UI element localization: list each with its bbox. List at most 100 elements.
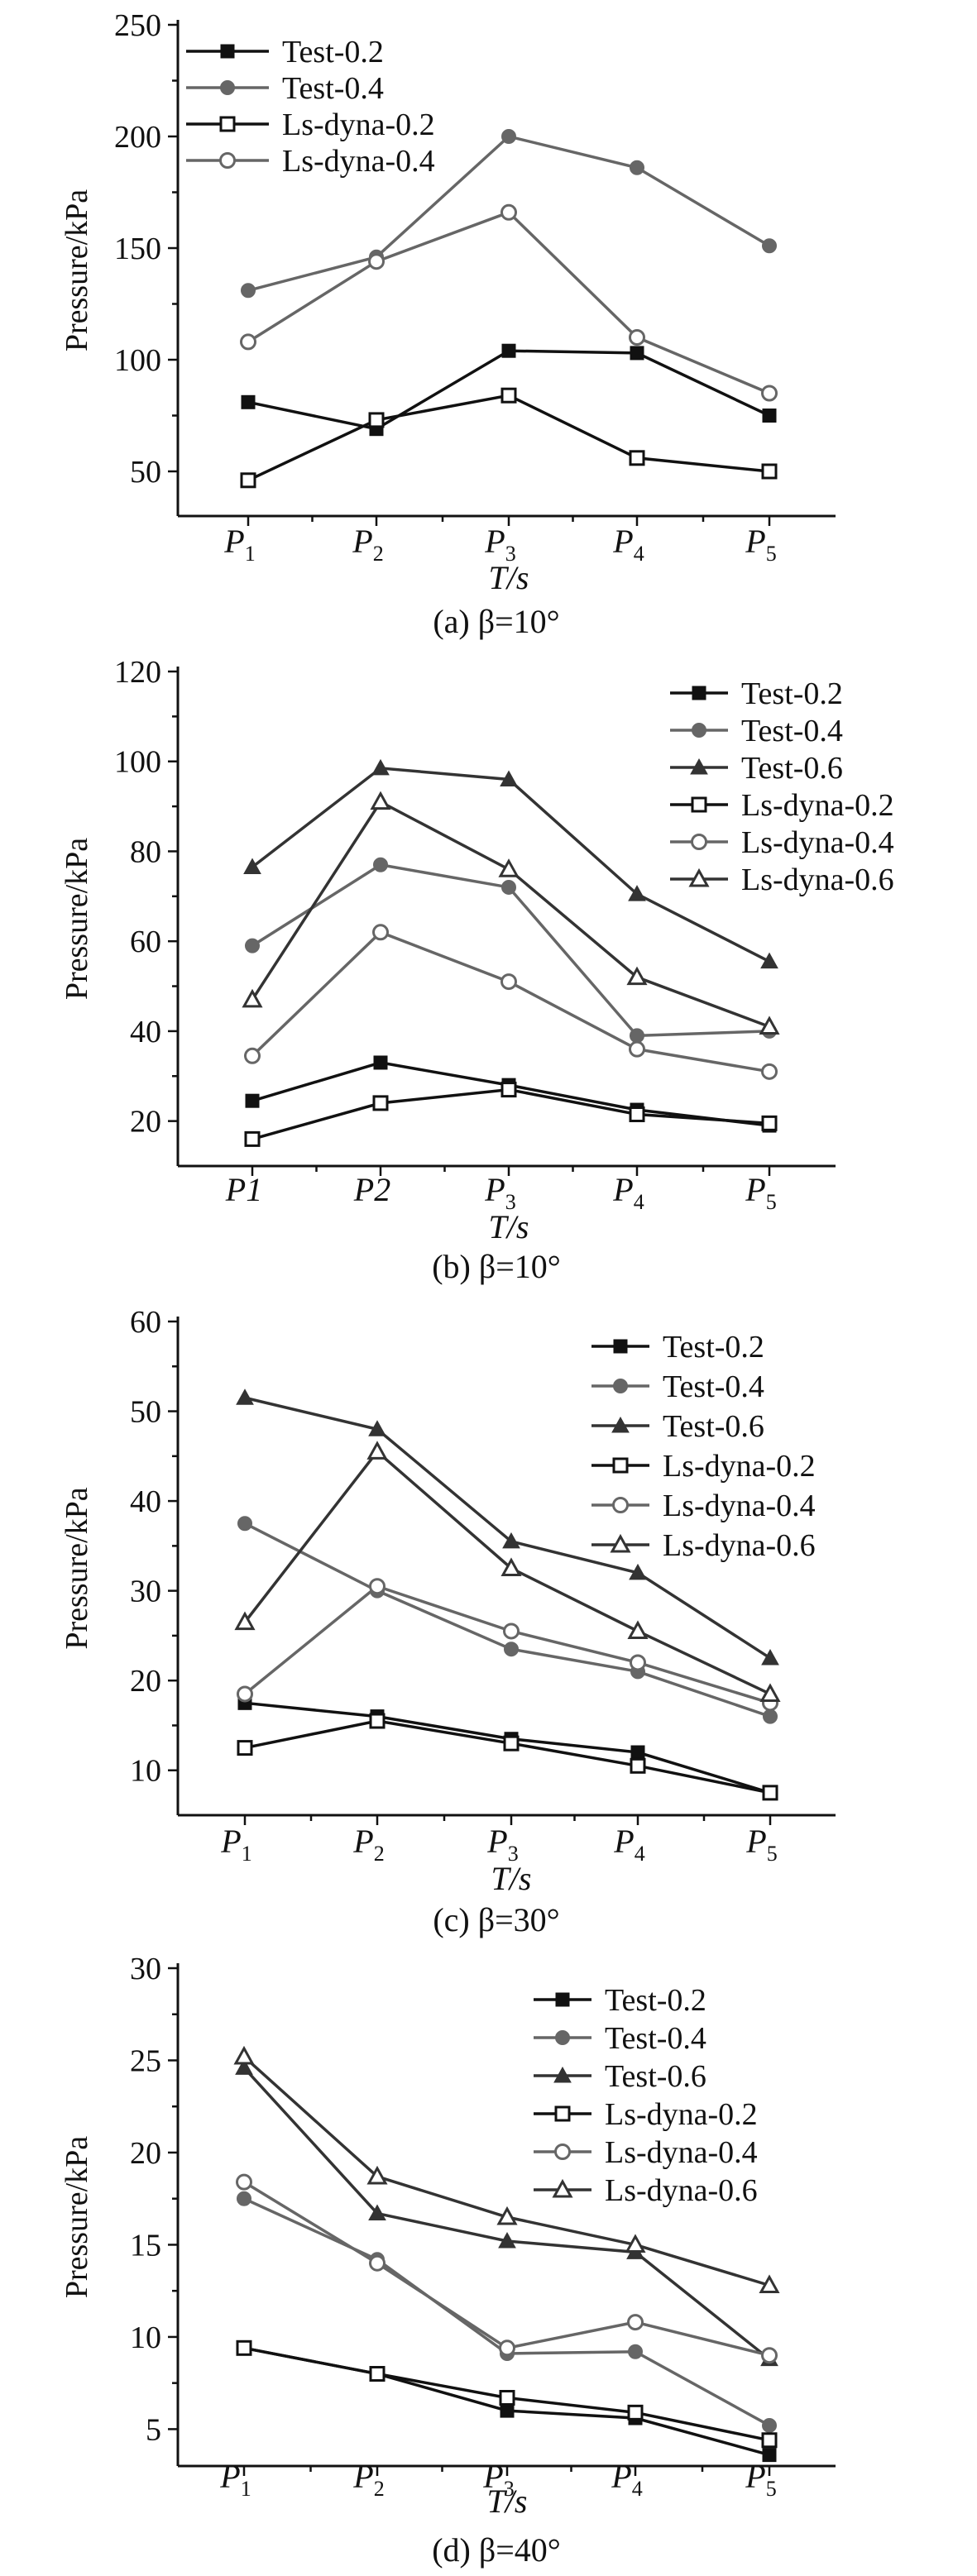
data-point: [630, 1654, 646, 1671]
data-point: [499, 2390, 515, 2406]
data-point: [629, 1563, 647, 1580]
x-tick-base: P: [223, 523, 244, 560]
x-tick-base: P: [484, 1171, 505, 1208]
x-tick-sub: 5: [767, 1842, 778, 1866]
legend-marker: [692, 723, 706, 738]
data-point: [366, 1441, 388, 1460]
legend-marker: [691, 834, 707, 850]
y-tick-label: 250: [114, 8, 161, 43]
data-point: [242, 988, 263, 1008]
x-tick-label: P2: [352, 2458, 384, 2501]
data-point: [500, 770, 518, 786]
legend-marker: [554, 2105, 571, 2122]
data-point: [761, 1649, 779, 1666]
data-point: [500, 973, 517, 991]
x-tick-base: P: [612, 1171, 633, 1208]
x-tick-base: P: [484, 523, 505, 560]
data-point: [626, 966, 648, 986]
legend-label: Test-0.6: [663, 1409, 764, 1444]
x-tick-sub: 5: [766, 2477, 777, 2501]
legend-label: Ls-dyna-0.6: [663, 1528, 816, 1563]
legend-marker: [612, 1497, 629, 1513]
legend-label: Ls-dyna-0.4: [663, 1489, 816, 1523]
data-point: [366, 2165, 388, 2185]
data-point: [760, 952, 778, 969]
y-tick-label: 40: [130, 1484, 161, 1519]
x-tick-sub: 2: [374, 1842, 385, 1866]
legend-label: Test-0.4: [605, 2021, 706, 2056]
data-point: [372, 1095, 389, 1111]
legend-marker: [554, 2143, 571, 2160]
data-point: [373, 1055, 388, 1070]
x-tick-base: P: [612, 523, 633, 560]
legend-marker: [611, 1416, 630, 1433]
data-point: [627, 2404, 644, 2421]
legend-label: Ls-dyna-0.2: [741, 788, 894, 823]
data-point: [369, 1578, 386, 1595]
y-tick-label: 50: [130, 455, 161, 490]
y-tick-label: 5: [146, 2412, 161, 2447]
x-tick-sub: 3: [504, 2477, 515, 2501]
x-tick-base: P2: [353, 1171, 390, 1208]
legend-label: Test-0.2: [741, 676, 843, 711]
y-axis-title: Pressure/kPa: [60, 1487, 94, 1649]
x-tick-base: P: [745, 2458, 765, 2495]
x-tick-label: P1: [219, 2458, 251, 2501]
y-tick-label: 10: [130, 2320, 161, 2355]
x-tick-sub: 4: [634, 542, 644, 566]
data-point: [629, 329, 645, 346]
y-tick-label: 30: [130, 1575, 161, 1609]
data-point: [501, 343, 516, 358]
legend-label: Ls-dyna-0.4: [605, 2135, 758, 2170]
legend-label: Test-0.4: [282, 71, 384, 106]
y-tick-label: 20: [130, 1664, 161, 1699]
x-tick-label: P3: [484, 523, 515, 566]
data-point: [759, 1016, 780, 1035]
legend-label: Ls-dyna-0.4: [282, 144, 435, 179]
x-tick-sub: 4: [632, 2477, 643, 2501]
legend-label: Ls-dyna-0.4: [741, 825, 894, 860]
data-point: [629, 1040, 645, 1058]
x-tick-label: P4: [611, 2458, 642, 2501]
x-axis-title: T/s: [489, 559, 529, 596]
data-point: [500, 203, 517, 221]
panel-caption: (d) β=40°: [432, 2531, 561, 2569]
legend-label: Ls-dyna-0.2: [605, 2097, 758, 2132]
x-tick-label: P3: [484, 1171, 515, 1214]
x-tick-sub: 1: [245, 542, 256, 566]
legend-label: Test-0.4: [741, 714, 843, 748]
data-point: [630, 346, 644, 361]
y-tick-label: 60: [130, 1305, 161, 1340]
x-tick-sub: 1: [242, 1842, 252, 1866]
data-point: [630, 1745, 645, 1760]
panel-caption: (c) β=30°: [433, 1901, 559, 1938]
legend-marker: [219, 116, 236, 132]
data-point: [240, 333, 256, 351]
y-axis-title: Pressure/kPa: [60, 189, 94, 351]
x-tick-base: P1: [225, 1171, 262, 1208]
legend-label: Test-0.2: [282, 35, 384, 69]
data-point: [762, 409, 777, 423]
data-point: [500, 1082, 517, 1098]
legend-marker: [555, 1992, 570, 2007]
data-point: [369, 2254, 386, 2272]
data-point: [501, 129, 516, 144]
series-line: [247, 394, 770, 482]
x-tick-sub: 3: [508, 1842, 519, 1866]
x-tick-base: P: [745, 523, 765, 560]
data-point: [368, 1420, 386, 1436]
data-point: [759, 1683, 781, 1702]
x-tick-sub: 2: [373, 542, 384, 566]
data-point: [625, 2234, 646, 2253]
data-point: [237, 1685, 253, 1703]
legend-marker: [692, 686, 706, 700]
legend-label: Ls-dyna-0.6: [605, 2173, 758, 2208]
legend-marker: [613, 1339, 628, 1354]
data-point: [368, 412, 385, 428]
data-point: [241, 394, 256, 409]
legend-label: Ls-dyna-0.2: [282, 108, 435, 142]
x-tick-sub: 4: [634, 1190, 644, 1214]
